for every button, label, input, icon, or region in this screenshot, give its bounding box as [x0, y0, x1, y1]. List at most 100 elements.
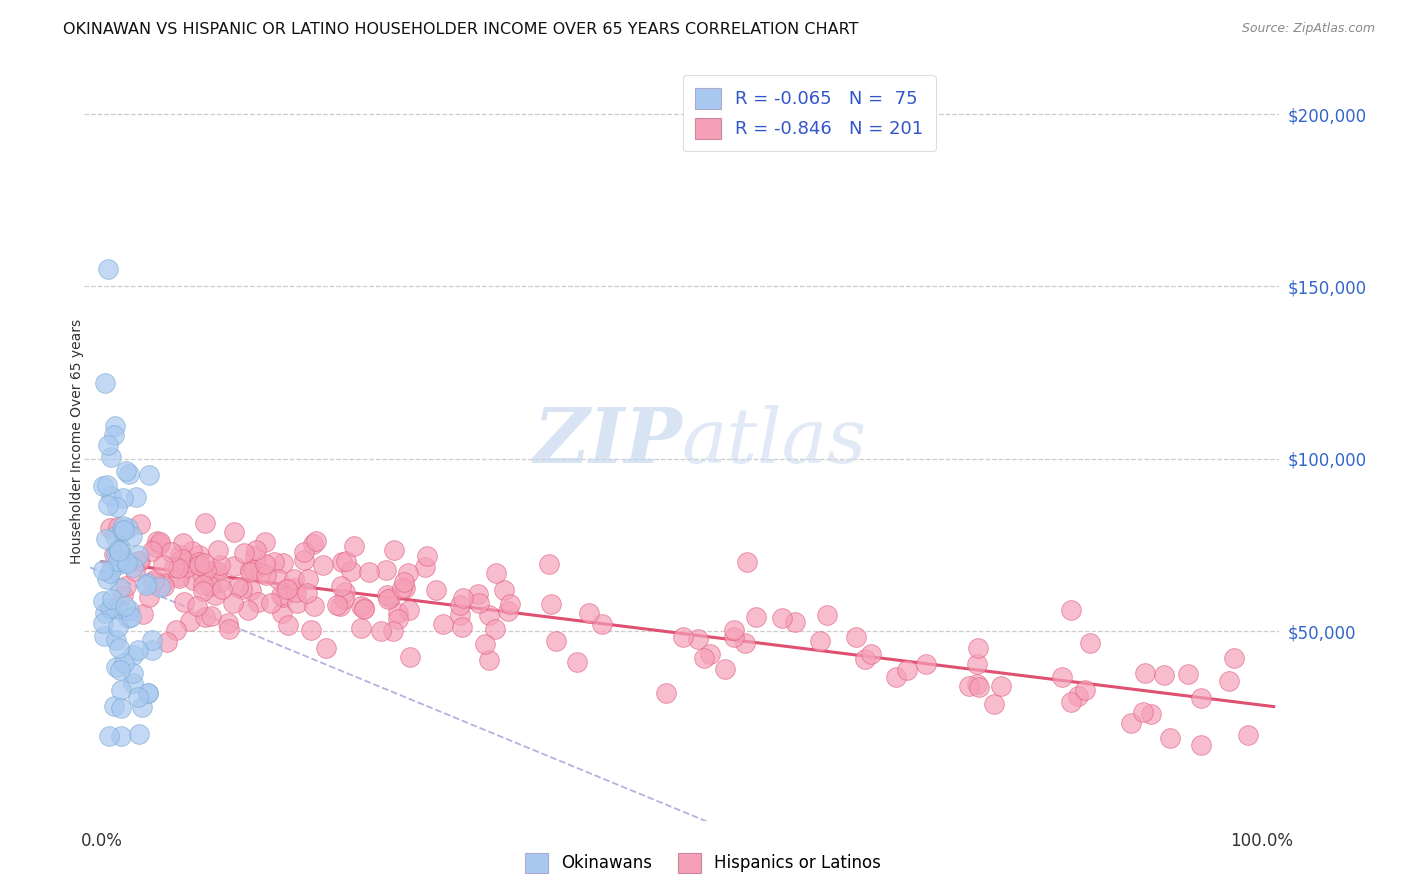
- Point: [181, 574, 204, 588]
- Point: [108, 581, 131, 595]
- Point: [808, 633, 831, 648]
- Point: [107, 554, 129, 568]
- Point: [103, 428, 125, 442]
- Point: [127, 643, 149, 657]
- Point: [191, 567, 214, 582]
- Text: ZIP: ZIP: [533, 405, 682, 478]
- Point: [129, 517, 152, 532]
- Point: [131, 699, 153, 714]
- Point: [112, 588, 135, 602]
- Point: [104, 419, 127, 434]
- Point: [100, 566, 122, 581]
- Y-axis label: Householder Income Over 65 years: Householder Income Over 65 years: [70, 319, 84, 564]
- Point: [966, 657, 988, 672]
- Point: [136, 685, 159, 699]
- Point: [100, 563, 122, 577]
- Point: [398, 602, 420, 616]
- Point: [191, 583, 214, 598]
- Point: [478, 653, 501, 667]
- Point: [104, 660, 127, 674]
- Point: [136, 575, 159, 590]
- Point: [387, 612, 409, 626]
- Point: [330, 556, 353, 570]
- Point: [283, 581, 305, 595]
- Point: [449, 599, 471, 613]
- Point: [734, 636, 756, 650]
- Point: [118, 603, 141, 617]
- Point: [136, 686, 159, 700]
- Point: [98, 600, 121, 615]
- Point: [723, 630, 745, 644]
- Point: [302, 537, 325, 551]
- Point: [1218, 673, 1240, 688]
- Point: [97, 729, 120, 743]
- Point: [107, 520, 129, 534]
- Point: [231, 582, 253, 596]
- Point: [105, 545, 128, 559]
- Point: [540, 597, 562, 611]
- Point: [382, 542, 405, 557]
- Point: [176, 560, 198, 574]
- Point: [1177, 666, 1199, 681]
- Point: [253, 534, 276, 549]
- Point: [967, 680, 990, 694]
- Point: [353, 601, 375, 615]
- Point: [1223, 650, 1246, 665]
- Point: [202, 564, 225, 578]
- Point: [97, 262, 120, 277]
- Point: [271, 556, 294, 570]
- Point: [329, 599, 352, 614]
- Point: [957, 679, 980, 693]
- Point: [193, 556, 215, 570]
- Point: [194, 609, 217, 624]
- Point: [1132, 705, 1154, 719]
- Point: [222, 596, 245, 610]
- Point: [112, 523, 135, 537]
- Point: [392, 575, 415, 590]
- Point: [187, 558, 209, 572]
- Point: [591, 617, 613, 632]
- Point: [239, 562, 262, 576]
- Point: [207, 542, 229, 557]
- Point: [333, 592, 356, 607]
- Point: [152, 579, 174, 593]
- Point: [112, 519, 135, 533]
- Point: [353, 600, 375, 615]
- Point: [125, 490, 148, 504]
- Point: [382, 624, 405, 638]
- Point: [167, 569, 190, 583]
- Point: [211, 582, 233, 596]
- Point: [97, 498, 120, 512]
- Point: [537, 558, 560, 572]
- Point: [391, 582, 413, 596]
- Point: [966, 677, 988, 691]
- Point: [1135, 666, 1157, 681]
- Point: [655, 686, 678, 700]
- Point: [333, 585, 356, 599]
- Point: [100, 521, 122, 535]
- Point: [122, 648, 145, 662]
- Point: [128, 554, 150, 568]
- Point: [735, 555, 758, 569]
- Point: [152, 558, 174, 573]
- Point: [115, 557, 138, 571]
- Point: [1074, 683, 1097, 698]
- Point: [260, 596, 283, 610]
- Point: [285, 596, 308, 610]
- Point: [271, 590, 294, 604]
- Point: [131, 607, 153, 622]
- Point: [167, 570, 190, 584]
- Point: [387, 606, 409, 620]
- Point: [297, 586, 319, 600]
- Point: [93, 629, 115, 643]
- Point: [91, 478, 114, 492]
- Point: [845, 630, 868, 644]
- Point: [990, 679, 1012, 693]
- Point: [478, 607, 501, 622]
- Point: [218, 623, 240, 637]
- Point: [145, 540, 167, 554]
- Legend: Okinawans, Hispanics or Latinos: Okinawans, Hispanics or Latinos: [519, 847, 887, 880]
- Point: [243, 549, 266, 563]
- Point: [283, 572, 305, 586]
- Point: [141, 643, 163, 657]
